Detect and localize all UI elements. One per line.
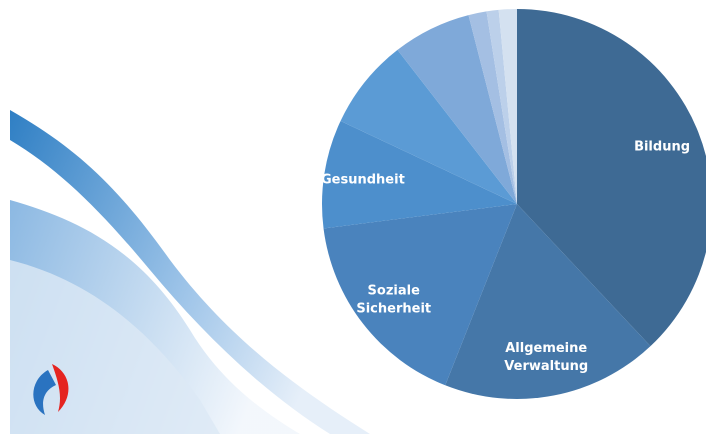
slice-label: Bildung [634,140,690,155]
pie-slice [445,204,651,400]
pie-slice [468,11,517,205]
pie-slice [323,204,517,386]
slice-label-line: Allgemeine [505,341,587,356]
pie-chart: Bildung Allgemeine Verwaltung Soziale Sicher… [321,9,706,400]
pie-slice [321,120,517,229]
slice-label-line: Verwaltung [504,359,588,374]
slice-label-line: Gesundheit [321,173,405,188]
slice-label-line: Bildung [634,140,690,155]
pie-slice [517,9,706,347]
pie-slice [486,9,517,204]
slice-label-line: Sicherheit [356,302,431,317]
slice-label: Gesundheit [321,173,405,188]
slice-label: Allgemeine Verwaltung [504,341,588,374]
slice-label-line: Soziale [368,284,421,299]
slice-label: Soziale Sicherheit [356,284,431,317]
pie-slice [340,49,517,205]
pie-slice [498,9,517,204]
pie-slice [397,15,517,205]
logo [33,364,69,415]
